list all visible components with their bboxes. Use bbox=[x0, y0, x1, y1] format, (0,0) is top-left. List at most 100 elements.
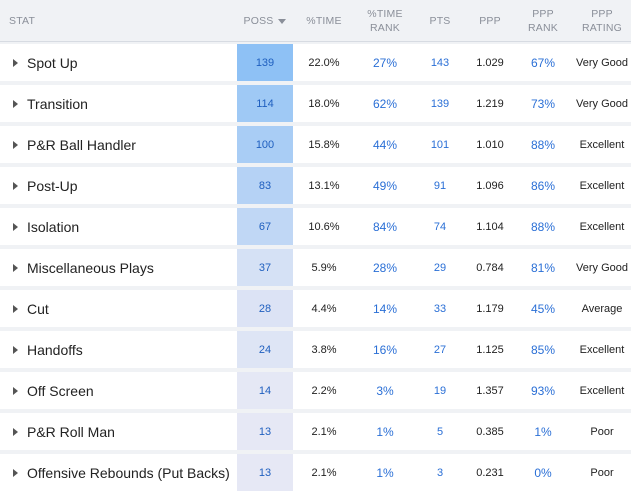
pts-link[interactable]: 5 bbox=[436, 425, 444, 438]
table-row[interactable]: Handoffs 24 3.8% 16% 27 1.125 85% Excellent bbox=[0, 331, 631, 368]
table-row[interactable]: P&R Roll Man 13 2.1% 1% 5 0.385 1% Poor bbox=[0, 413, 631, 450]
table-row[interactable]: Offensive Rebounds (Put Backs) 13 2.1% 1% 3 0… bbox=[0, 454, 631, 491]
pct-time-cell: 5.9% bbox=[311, 261, 337, 274]
poss-cell: 114 bbox=[237, 85, 293, 122]
stat-name-cell[interactable]: P&R Ball Handler bbox=[13, 126, 136, 163]
table-row[interactable]: P&R Ball Handler 100 15.8% 44% 101 1.010 88% Ex… bbox=[0, 126, 631, 163]
ppp-rank-link[interactable]: 0% bbox=[534, 465, 552, 480]
expand-row-icon[interactable] bbox=[13, 263, 18, 272]
ppp-rank-link[interactable]: 67% bbox=[530, 55, 556, 70]
ppp-rank-link[interactable]: 73% bbox=[530, 96, 556, 111]
pct-time-cell: 2.1% bbox=[311, 425, 337, 438]
ppp-rank-link[interactable]: 93% bbox=[530, 383, 556, 398]
stat-name-cell[interactable]: Cut bbox=[13, 290, 49, 327]
expand-row-icon[interactable] bbox=[13, 427, 18, 436]
column-header-ppp-rating-line1: PPP bbox=[591, 8, 613, 20]
stat-name-cell[interactable]: Transition bbox=[13, 85, 88, 122]
column-header-ppp[interactable]: PPP bbox=[468, 0, 512, 42]
table-row[interactable]: Isolation 67 10.6% 84% 74 1.104 88% Excellent bbox=[0, 208, 631, 245]
expand-row-icon[interactable] bbox=[13, 58, 18, 67]
ppp-rank-link[interactable]: 85% bbox=[530, 342, 556, 357]
stat-name-cell[interactable]: Off Screen bbox=[13, 372, 94, 409]
pct-time-rank-link[interactable]: 44% bbox=[372, 137, 398, 152]
ppp-rating-cell: Excellent bbox=[579, 343, 625, 356]
stat-name-cell[interactable]: Post-Up bbox=[13, 167, 78, 204]
column-header-ppp-rating[interactable]: PPP RATING bbox=[574, 0, 630, 42]
stat-name-cell[interactable]: Spot Up bbox=[13, 44, 78, 81]
pct-time-rank-link[interactable]: 62% bbox=[372, 96, 398, 111]
expand-row-icon[interactable] bbox=[13, 99, 18, 108]
table-row[interactable]: Post-Up 83 13.1% 49% 91 1.096 86% Excellent bbox=[0, 167, 631, 204]
pct-time-rank-link[interactable]: 28% bbox=[372, 260, 398, 275]
ppp-rating-cell: Poor bbox=[590, 425, 614, 438]
pct-time-rank-link[interactable]: 16% bbox=[372, 342, 398, 357]
ppp-rating-cell: Very Good bbox=[576, 261, 628, 274]
column-header-ppp-rank-line2: RANK bbox=[528, 22, 558, 34]
column-header-ppp-rank[interactable]: PPP RANK bbox=[520, 0, 566, 42]
stat-name-cell[interactable]: Isolation bbox=[13, 208, 79, 245]
ppp-rank-link[interactable]: 86% bbox=[530, 178, 556, 193]
expand-row-icon[interactable] bbox=[13, 386, 18, 395]
ppp-cell: 1.125 bbox=[476, 343, 504, 356]
table-row[interactable]: Cut 28 4.4% 14% 33 1.179 45% Average bbox=[0, 290, 631, 327]
expand-row-icon[interactable] bbox=[13, 181, 18, 190]
column-header-pts[interactable]: PTS bbox=[420, 0, 460, 42]
table-row[interactable]: Spot Up 139 22.0% 27% 143 1.029 67% Very Good bbox=[0, 44, 631, 81]
pts-link[interactable]: 74 bbox=[433, 220, 447, 233]
expand-row-icon[interactable] bbox=[13, 468, 18, 477]
poss-cell: 139 bbox=[237, 44, 293, 81]
pts-link[interactable]: 3 bbox=[436, 466, 444, 479]
pct-time-rank-link[interactable]: 3% bbox=[376, 383, 394, 398]
pts-link[interactable]: 27 bbox=[433, 343, 447, 356]
column-header-stat[interactable]: STAT bbox=[9, 0, 69, 42]
expand-row-icon[interactable] bbox=[13, 140, 18, 149]
pts-link[interactable]: 19 bbox=[433, 384, 447, 397]
table-row[interactable]: Transition 114 18.0% 62% 139 1.219 73% Very Goo… bbox=[0, 85, 631, 122]
ppp-rank-link[interactable]: 88% bbox=[530, 137, 556, 152]
pct-time-cell: 3.8% bbox=[311, 343, 337, 356]
pts-link[interactable]: 91 bbox=[433, 179, 447, 192]
pct-time-rank-link[interactable]: 1% bbox=[376, 465, 394, 480]
pct-time-rank-link[interactable]: 14% bbox=[372, 301, 398, 316]
ppp-rank-link[interactable]: 81% bbox=[530, 260, 556, 275]
expand-row-icon[interactable] bbox=[13, 304, 18, 313]
ppp-rating-cell: Excellent bbox=[579, 138, 625, 151]
pct-time-rank-link[interactable]: 1% bbox=[376, 424, 394, 439]
stat-name-label: Offensive Rebounds (Put Backs) bbox=[27, 464, 230, 481]
pct-time-rank-link[interactable]: 84% bbox=[372, 219, 398, 234]
pts-link[interactable]: 143 bbox=[430, 56, 450, 69]
column-header-ppp-rank-line1: PPP bbox=[532, 8, 554, 20]
pts-link[interactable]: 29 bbox=[433, 261, 447, 274]
ppp-rating-cell: Very Good bbox=[576, 56, 628, 69]
pct-time-rank-link[interactable]: 49% bbox=[372, 178, 398, 193]
column-header-poss[interactable]: POSS bbox=[237, 0, 293, 42]
pts-link[interactable]: 33 bbox=[433, 302, 447, 315]
column-header-pct-time[interactable]: %TIME bbox=[298, 0, 350, 42]
ppp-rank-link[interactable]: 1% bbox=[534, 424, 552, 439]
ppp-rank-link[interactable]: 45% bbox=[530, 301, 556, 316]
ppp-rating-cell: Very Good bbox=[576, 97, 628, 110]
ppp-rating-cell: Excellent bbox=[579, 220, 625, 233]
expand-row-icon[interactable] bbox=[13, 345, 18, 354]
pct-time-cell: 2.2% bbox=[311, 384, 337, 397]
table-row[interactable]: Miscellaneous Plays 37 5.9% 28% 29 0.784 81% Ve… bbox=[0, 249, 631, 286]
stat-name-label: Miscellaneous Plays bbox=[27, 259, 154, 276]
stat-name-cell[interactable]: Offensive Rebounds (Put Backs) bbox=[13, 454, 230, 491]
pct-time-rank-link[interactable]: 27% bbox=[372, 55, 398, 70]
table-row[interactable]: Off Screen 14 2.2% 3% 19 1.357 93% Excellent bbox=[0, 372, 631, 409]
ppp-rank-link[interactable]: 88% bbox=[530, 219, 556, 234]
ppp-rating-cell: Poor bbox=[590, 466, 614, 479]
column-header-pct-time-rank-line2: RANK bbox=[370, 22, 400, 34]
stat-name-label: Isolation bbox=[27, 218, 80, 235]
stat-name-cell[interactable]: P&R Roll Man bbox=[13, 413, 115, 450]
expand-row-icon[interactable] bbox=[13, 222, 18, 231]
ppp-cell: 1.219 bbox=[476, 97, 504, 110]
pct-time-cell: 2.1% bbox=[311, 466, 337, 479]
stat-name-cell[interactable]: Miscellaneous Plays bbox=[13, 249, 154, 286]
column-header-pct-time-rank[interactable]: %TIME RANK bbox=[358, 0, 412, 42]
pts-link[interactable]: 101 bbox=[430, 138, 450, 151]
pts-link[interactable]: 139 bbox=[430, 97, 450, 110]
stat-name-cell[interactable]: Handoffs bbox=[13, 331, 83, 368]
stat-name-label: P&R Ball Handler bbox=[27, 136, 136, 153]
